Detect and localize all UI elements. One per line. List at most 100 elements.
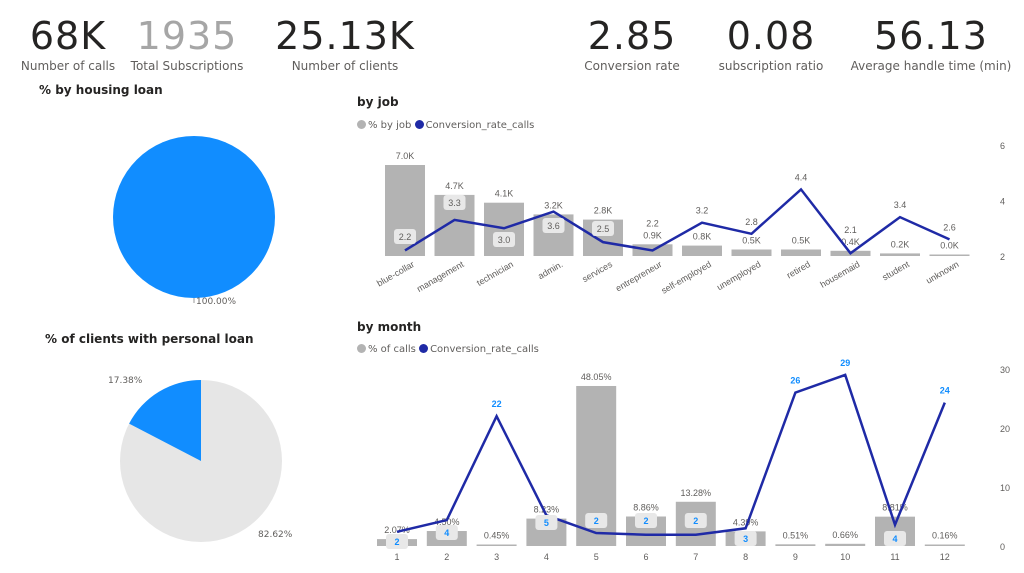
- kpi-value: 68K: [29, 14, 107, 58]
- x-axis-label: 3: [494, 552, 499, 562]
- job-chart-title: by job: [357, 95, 399, 109]
- y-axis-tick: 30: [1000, 365, 1010, 375]
- x-axis-label: blue-collar: [375, 259, 416, 288]
- x-axis-label: 8: [743, 552, 748, 562]
- bar-data-label: 0.16%: [932, 531, 958, 541]
- kpi-total-subscriptions: 1935 Total Subscriptions: [131, 16, 244, 73]
- bar: [924, 544, 965, 546]
- legend-line-icon: [419, 344, 429, 353]
- bar-data-label: 4.39%: [733, 517, 759, 527]
- line-label-box: [535, 515, 558, 530]
- legend-line-label[interactable]: Conversion_rate_calls: [425, 120, 535, 131]
- x-axis-label: admin.: [536, 259, 564, 281]
- x-axis-label: 9: [793, 552, 798, 562]
- y-axis-tick: 20: [1000, 424, 1010, 434]
- line-data-label: 5: [544, 518, 549, 528]
- bar: [775, 544, 816, 546]
- x-axis-label: 10: [840, 552, 850, 562]
- legend-line-icon: [414, 120, 424, 129]
- x-axis-label: management: [415, 259, 466, 294]
- line-data-label: 3.2: [696, 206, 709, 216]
- line-data-label: 24: [940, 386, 950, 396]
- line-data-label: 22: [492, 399, 502, 409]
- line-data-label: 2.8: [745, 217, 758, 227]
- bar-data-label: 4.1K: [495, 189, 514, 199]
- bar-data-label: 2.07%: [384, 525, 410, 535]
- kpi-label: Number of calls: [20, 59, 116, 73]
- legend-bar-label[interactable]: % of calls: [368, 344, 416, 355]
- kpi-conversion-rate: 2.85 Conversion rate: [584, 16, 679, 73]
- line-label-box: [493, 232, 515, 247]
- line-data-label: 2: [594, 516, 599, 526]
- y-axis-tick: 4: [1000, 197, 1005, 207]
- x-axis-label: 12: [940, 552, 950, 562]
- line-label-box: [592, 221, 614, 236]
- legend-bar-label[interactable]: % by job: [368, 120, 412, 131]
- kpi-average-handle-time: 56.13 Average handle time (min): [851, 16, 1012, 73]
- kpi-label: Number of clients: [291, 59, 399, 73]
- kpi-value: 0.08: [726, 14, 816, 58]
- bar-data-label: 0.51%: [783, 530, 809, 540]
- bar-data-label: 0.66%: [832, 530, 858, 540]
- x-axis-label: retired: [785, 259, 812, 280]
- bar-data-label: 0.4K: [841, 237, 860, 247]
- personal-no-label: 82.62%: [258, 530, 293, 540]
- line-data-label: 2: [693, 516, 698, 526]
- bar-data-label: 0.45%: [484, 531, 510, 541]
- line-label-box: [635, 513, 657, 528]
- line-label-box: [585, 513, 608, 528]
- line-data-label: 2: [643, 516, 648, 526]
- bar-data-label: 0.0K: [940, 241, 959, 251]
- personal-yes-label: 17.38%: [108, 376, 143, 386]
- line-data-label: 3.0: [498, 235, 511, 245]
- housing-loan-title: % by housing loan: [39, 83, 163, 97]
- line-label-box: [884, 531, 906, 546]
- kpi-label: subscription ratio: [718, 59, 824, 73]
- line-label-box: [734, 531, 757, 546]
- bar-data-label: 8.81%: [882, 503, 908, 513]
- bar: [880, 253, 920, 256]
- line-data-label: 3: [743, 534, 748, 544]
- conversion-rate-line: [404, 187, 951, 255]
- conversion-rate-line: [396, 373, 946, 537]
- line-label-box: [386, 534, 408, 549]
- bar-data-label: 4.50%: [434, 517, 460, 527]
- line-data-label: 2.2: [646, 218, 659, 228]
- kpi-subscription-ratio: 0.08 subscription ratio: [719, 16, 824, 73]
- line-data-label: 3.6: [547, 221, 560, 231]
- kpi-number-of-clients: 25.13K Number of clients: [275, 16, 415, 73]
- x-axis-label: 2: [444, 552, 449, 562]
- kpi-label: Total Subscriptions: [130, 59, 244, 73]
- line-data-label: 4.4: [795, 172, 808, 182]
- housing-pie-slice: [113, 136, 275, 298]
- line-label-box: [435, 525, 458, 540]
- kpi-number-of-calls: 68K Number of calls: [21, 16, 115, 73]
- line-data-label: 26: [790, 376, 800, 386]
- legend-line-label[interactable]: Conversion_rate_calls: [430, 344, 539, 355]
- x-axis-label: student: [880, 259, 911, 283]
- bar: [825, 543, 866, 546]
- x-axis-label: unemployed: [715, 259, 762, 292]
- bar: [731, 249, 772, 256]
- x-axis-label: services: [580, 259, 614, 284]
- y-axis-tick: 10: [1000, 483, 1010, 493]
- x-axis-label: entrepreneur: [614, 259, 664, 293]
- line-data-label: 3.3: [448, 198, 461, 208]
- x-axis-label: 1: [394, 552, 399, 562]
- line-data-label: 2.1: [844, 225, 857, 235]
- x-axis-label: 5: [594, 552, 599, 562]
- bar: [682, 245, 722, 256]
- bar-data-label: 8.23%: [534, 505, 560, 515]
- line-data-label: 2: [394, 537, 399, 547]
- line-data-label: 3.4: [894, 200, 907, 210]
- bar-data-label: 0.5K: [792, 236, 811, 246]
- bar-data-label: 0.8K: [693, 232, 712, 242]
- bar-data-label: 3.2K: [544, 200, 563, 210]
- month-chart-title: by month: [357, 320, 422, 334]
- x-axis-label: technician: [475, 259, 515, 288]
- housing-pie-label: 100.00%: [196, 297, 237, 307]
- y-axis-tick: 2: [1000, 252, 1005, 262]
- legend-bar-icon: [357, 344, 366, 353]
- kpi-label: Conversion rate: [584, 59, 680, 73]
